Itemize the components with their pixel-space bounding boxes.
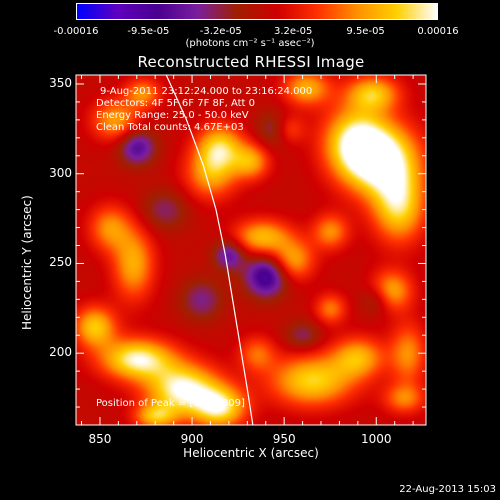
- peak-position-label: Position of Peak = [1006,309]: [96, 398, 245, 409]
- colorbar-tick-label: 3.2e-05: [273, 26, 313, 37]
- colorbar-tick-label: 9.5e-05: [346, 26, 385, 37]
- info-line: Detectors: 4F 5F 6F 7F 8F, Att 0: [96, 98, 256, 109]
- info-line: Energy Range: 25.0 - 50.0 keV: [96, 110, 249, 121]
- colorbar-tick-label: 0.00016: [417, 26, 459, 37]
- y-tick-label: 300: [49, 165, 72, 180]
- heatmap-image: [76, 75, 426, 425]
- y-tick-label: 250: [49, 255, 72, 270]
- colorbar-tick-label: -9.5e-05: [127, 26, 170, 37]
- y-tick-label: 200: [49, 345, 72, 360]
- solar-limb-line: [165, 74, 254, 426]
- x-tick-label: 850: [88, 432, 112, 446]
- info-line: 9-Aug-2011 23:12:24.000 to 23:16:24.000: [100, 86, 313, 97]
- y-axis-label: Heliocentric Y (arcsec): [20, 195, 34, 330]
- colorbar: [76, 3, 438, 20]
- x-tick-label: 900: [180, 432, 204, 446]
- colorbar-units-label: (photons cm⁻² s⁻¹ asec⁻²): [185, 38, 315, 49]
- colorbar-tick-label: -0.00016: [53, 26, 99, 37]
- x-tick-label: 950: [272, 432, 296, 446]
- x-axis-label: Heliocentric X (arcsec): [183, 446, 319, 460]
- chart-title: Reconstructed RHESSI Image: [137, 53, 365, 71]
- y-tick-label: 350: [49, 75, 72, 90]
- plot-frame: [75, 74, 427, 426]
- colorbar-tick-label: -3.2e-05: [199, 26, 242, 37]
- timestamp: 22-Aug-2013 15:03: [399, 484, 496, 495]
- info-line: Clean Total counts: 4.67E+03: [96, 122, 244, 133]
- x-tick-label: 1000: [360, 432, 392, 446]
- y-axis-ticks: 200 250 300 350: [0, 0, 72, 500]
